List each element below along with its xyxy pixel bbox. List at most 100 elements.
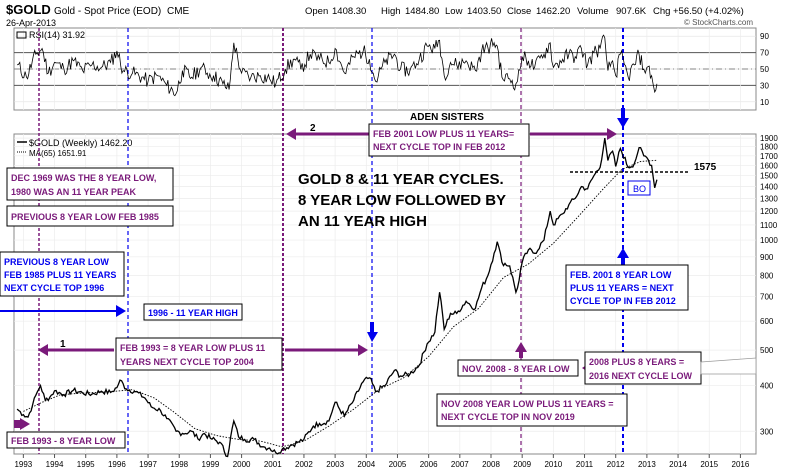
arrow-1996-head bbox=[116, 305, 126, 317]
blue-down-arrow-2004 bbox=[367, 332, 378, 342]
price-tick-label: 1700 bbox=[760, 152, 778, 161]
high-1996-text: 1996 - 11 YEAR HIGH bbox=[148, 308, 238, 318]
blue-up-arrow-2012-shaft bbox=[621, 258, 625, 266]
feb2001-box-frame bbox=[368, 123, 530, 157]
x-tick-label: 2013 bbox=[638, 460, 656, 469]
price-tick-label: 1600 bbox=[760, 161, 778, 170]
low-value: 1403.50 bbox=[467, 6, 501, 17]
x-tick-label: 1994 bbox=[46, 460, 64, 469]
price-tick-label: 700 bbox=[760, 293, 774, 302]
prev-low-1985-frame bbox=[6, 205, 174, 227]
blue-up-arrow-2012 bbox=[617, 248, 629, 258]
high-label: High bbox=[381, 6, 401, 17]
bo-label: BO bbox=[633, 184, 646, 194]
cycles-title-line2: 8 YEAR LOW FOLLOWED BY bbox=[298, 192, 506, 209]
x-tick-label: 2006 bbox=[420, 460, 438, 469]
arrow-1-label: 1 bbox=[60, 339, 66, 350]
feb1993-low-frame bbox=[6, 431, 126, 449]
price-tick-label: 900 bbox=[760, 253, 774, 262]
cycle-lines bbox=[38, 28, 624, 454]
plus8-pointer bbox=[582, 366, 585, 370]
gold-price-line bbox=[16, 138, 658, 458]
purple-up-arrow-2008-shaft bbox=[519, 352, 523, 358]
blue2001-line3: CYCLE TOP IN FEB 2012 bbox=[570, 296, 676, 306]
x-tick-label: 2003 bbox=[326, 460, 344, 469]
x-tick-label: 2008 bbox=[482, 460, 500, 469]
price-legend: $GOLD (Weekly) 1462.20 MA(65) 1651.91 bbox=[17, 138, 132, 158]
price-tick-label: 500 bbox=[760, 346, 774, 355]
arrow-1: 1 bbox=[38, 339, 368, 356]
watermark: © StockCharts.com bbox=[684, 18, 753, 27]
prev-low-box-frame bbox=[0, 251, 125, 297]
rsi-tick-label: 10 bbox=[760, 98, 769, 107]
chg-value: +56.50 (+4.02%) bbox=[673, 6, 744, 17]
cycles-title-line1: GOLD 8 & 11 YEAR CYCLES. bbox=[298, 171, 504, 188]
x-tick-label: 1993 bbox=[14, 460, 32, 469]
x-tick-label: 2004 bbox=[357, 460, 375, 469]
rsi-legend-text: RSI(14) 31.92 bbox=[29, 30, 85, 40]
price-tick-label: 1300 bbox=[760, 194, 778, 203]
ohlc-readout: Open 1408.30 High 1484.80 Low 1403.50 Cl… bbox=[305, 6, 744, 17]
purple-right-arrow-1993 bbox=[20, 418, 30, 430]
prev-low-box: PREVIOUS 8 YEAR LOW FEB 1985 PLUS 11 YEA… bbox=[0, 251, 125, 297]
x-tick-label: 2000 bbox=[233, 460, 251, 469]
low-label: Low bbox=[445, 6, 463, 17]
price-tick-label: 1800 bbox=[760, 143, 778, 152]
plus8-line2: 2016 NEXT CYCLE LOW bbox=[589, 371, 693, 381]
nov2008-box: NOV 2008 YEAR LOW PLUS 11 YEARS = NEXT C… bbox=[436, 393, 628, 427]
close-label: Close bbox=[507, 6, 531, 17]
feb1993-box: FEB 1993 = 8 YEAR LOW PLUS 11 YEARS NEXT… bbox=[115, 337, 283, 371]
x-axis: 1993 1994 1995 1996 1997 1998 1999 2000 2001 2002… bbox=[14, 454, 750, 469]
ma65-line bbox=[23, 159, 657, 448]
rsi-legend: RSI(14) 31.92 bbox=[16, 30, 85, 40]
series-layer bbox=[16, 34, 658, 458]
x-tick-label: 1997 bbox=[139, 460, 157, 469]
prev-low-line3: NEXT CYCLE TOP 1996 bbox=[4, 283, 104, 293]
chg-label: Chg bbox=[653, 6, 670, 17]
x-tick-label: 2016 bbox=[732, 460, 750, 469]
x-tick-label: 1999 bbox=[202, 460, 220, 469]
price-tick-label: 800 bbox=[760, 272, 774, 281]
blue-down-arrows bbox=[367, 108, 629, 342]
x-tick-label: 1998 bbox=[170, 460, 188, 469]
nov2008-low-box: NOV. 2008 - 8 YEAR LOW bbox=[457, 342, 579, 377]
plus8-box: 2008 PLUS 8 YEARS = 2016 NEXT CYCLE LOW bbox=[582, 351, 757, 385]
blue2001-box-frame bbox=[565, 264, 689, 311]
high-value: 1484.80 bbox=[405, 6, 439, 17]
x-tick-label: 2011 bbox=[576, 460, 594, 469]
feb1993-low-text: FEB 1993 - 8 YEAR LOW bbox=[11, 436, 116, 446]
purple-up-arrow-2008 bbox=[515, 342, 527, 352]
chart-exchange: CME bbox=[167, 6, 190, 17]
prev-low-line1: PREVIOUS 8 YEAR LOW bbox=[4, 257, 109, 267]
arrow-1-head-left bbox=[38, 344, 48, 356]
blue2001-line1: FEB. 2001 8 YEAR LOW bbox=[570, 270, 672, 280]
chart-symbol: $GOLD bbox=[6, 2, 51, 17]
nov2008-low-frame bbox=[457, 359, 579, 377]
open-value: 1408.30 bbox=[332, 6, 366, 17]
blue2001-line2: PLUS 11 YEARS = NEXT bbox=[570, 283, 674, 293]
high-1996-frame bbox=[143, 303, 243, 321]
prev-low-line2: FEB 1985 PLUS 11 YEARS bbox=[4, 270, 116, 280]
blue2001-box: FEB. 2001 8 YEAR LOW PLUS 11 YEARS = NEX… bbox=[565, 264, 689, 311]
price-tick-label: 1100 bbox=[760, 221, 778, 230]
price-tick-label: 1900 bbox=[760, 134, 778, 143]
plus8-line1: 2008 PLUS 8 YEARS = bbox=[589, 357, 684, 367]
arrow-1996: 1996 - 11 YEAR HIGH bbox=[0, 303, 243, 321]
dec1969-line1: DEC 1969 WAS THE 8 YEAR LOW, bbox=[11, 173, 156, 183]
blue-down-arrow-2012-shaft bbox=[621, 108, 625, 118]
plus8-box-frame bbox=[584, 351, 702, 385]
rsi-tick-label: 50 bbox=[760, 65, 769, 74]
rsi-tick-label: 90 bbox=[760, 32, 769, 41]
volume-value: 907.6K bbox=[616, 6, 647, 17]
chart-name: Gold - Spot Price (EOD) bbox=[54, 6, 161, 17]
feb2001-line1: FEB 2001 LOW PLUS 11 YEARS= bbox=[373, 129, 514, 139]
x-tick-label: 2007 bbox=[451, 460, 469, 469]
feb1993-box-frame bbox=[115, 337, 283, 371]
nov2008-line1: NOV 2008 YEAR LOW PLUS 11 YEARS = bbox=[441, 399, 613, 409]
price-tick-label: 1400 bbox=[760, 183, 778, 192]
dec1969-box-frame bbox=[6, 167, 174, 201]
level-1575-label: 1575 bbox=[694, 162, 717, 173]
arrow-2012-head bbox=[607, 128, 617, 140]
open-label: Open bbox=[305, 6, 328, 17]
